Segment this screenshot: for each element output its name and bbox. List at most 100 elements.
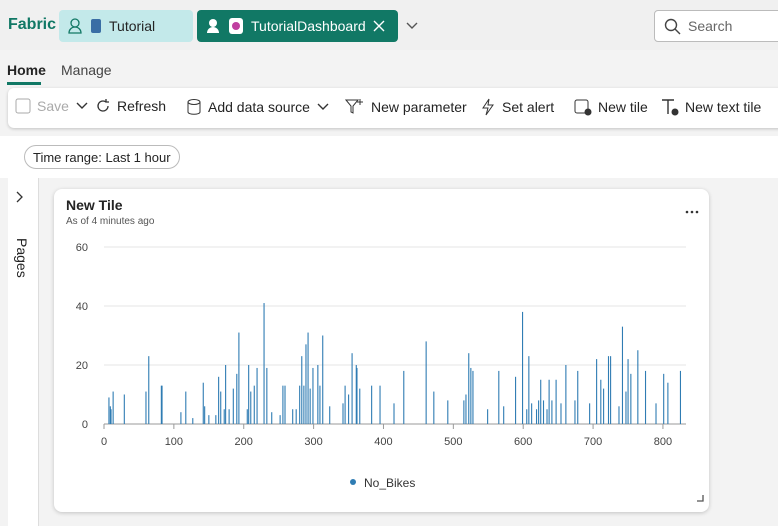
x-tick-label: 300 [304,436,322,448]
bar [663,373,665,424]
time-range-pill[interactable]: Time range: Last 1 hour [24,145,180,169]
bar [160,385,162,424]
chevron[interactable] [405,20,419,32]
bar [220,391,222,424]
bar [204,406,206,424]
bar [263,303,265,424]
button-label: New parameter [371,99,467,115]
filter-icon [345,99,363,114]
tab-icon [68,18,101,34]
button-label: Refresh [117,98,167,114]
tab-active[interactable]: TutorialDashboard [197,10,398,42]
bar [463,400,465,424]
bar [256,367,258,424]
x-tick-label: 500 [444,436,462,448]
bar [589,403,591,424]
pages-label: Pages [14,238,30,278]
bar [655,403,657,424]
tile-icon [574,99,592,116]
bar [248,365,250,424]
bar [540,379,542,424]
bar [433,391,435,424]
tab-label: Tutorial [109,18,156,34]
search-icon [664,18,681,35]
bar [503,406,505,424]
bar [279,415,281,424]
bar [359,388,361,424]
bar [528,356,530,424]
bar [468,353,470,424]
expand-icon[interactable] [15,191,25,203]
bar [630,373,632,424]
x-tick-label: 600 [514,436,532,448]
add-data-source-button[interactable]: Add data source [186,98,330,116]
bar [238,332,240,424]
bar [112,391,114,424]
new-text-tile-button[interactable]: New text tile [661,98,761,116]
bar [309,388,311,424]
bar [667,382,669,424]
ribbon-tab[interactable]: Manage [61,62,112,78]
bar [393,403,395,424]
set-alert-button[interactable]: Set alert [480,98,554,116]
bar [538,400,540,424]
bar [379,385,381,424]
bar [192,418,194,424]
bar [108,397,110,424]
new-parameter-button[interactable]: New parameter [345,98,467,116]
tab[interactable]: Tutorial [59,10,193,42]
bar [342,403,344,424]
bar [535,409,538,424]
close-icon[interactable] [372,19,386,33]
tab-label: TutorialDashboard [251,18,366,34]
refresh-button[interactable]: Refresh [95,98,166,114]
bar [225,365,227,424]
bar [610,356,612,424]
bar [679,370,682,424]
bar [299,385,301,424]
bar [110,409,112,424]
bar [348,394,350,424]
bar [295,409,297,424]
bar [250,391,252,424]
bar [185,391,187,424]
bar [215,415,217,424]
more-icon[interactable] [684,209,700,215]
bar [312,367,314,424]
bar [351,353,353,424]
new-tile-button[interactable]: New tile [574,98,648,116]
bar [621,326,624,424]
bar [487,409,489,424]
bar [208,415,210,424]
bar [625,391,627,424]
bar [526,409,528,424]
button-label: Save [37,98,69,114]
bar [465,394,467,424]
text-tile-icon [662,99,679,116]
bar [531,403,533,424]
bar [355,365,357,424]
bar [603,388,605,424]
bar [574,400,576,424]
button-label: New text tile [685,99,762,115]
button-label: New tile [598,99,648,115]
save-icon [15,98,31,114]
bar [560,403,562,424]
ribbon-tab[interactable]: Home [7,62,46,78]
bar [472,370,474,424]
bar [551,400,553,424]
bar [565,365,567,424]
brand[interactable]: Fabric [8,16,57,33]
bar [542,400,545,424]
bar [202,382,204,424]
bar [123,394,125,424]
bar [284,385,286,424]
bar [618,406,620,424]
search-box[interactable]: Search [654,10,778,42]
bar [305,344,307,424]
save-button[interactable]: Save [15,98,89,114]
x-tick-label: 100 [165,436,183,448]
chevron [76,102,88,109]
